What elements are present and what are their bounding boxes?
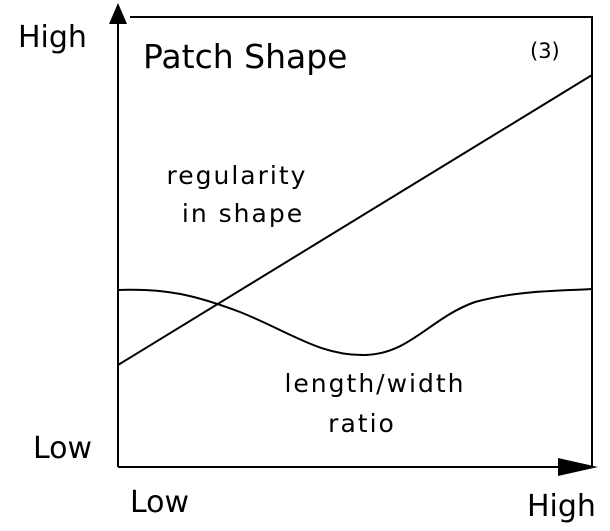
y-low-label: Low [33, 431, 92, 466]
y-high-label: High [18, 20, 87, 55]
curve-label: regularity [167, 161, 308, 190]
panel-label: (3) [530, 39, 560, 63]
regularity-line [117, 74, 593, 366]
length-width-curve [117, 288, 593, 357]
x-arrow [558, 458, 598, 476]
curve-label: length/width [284, 369, 465, 398]
x-high-label: High [527, 489, 596, 524]
curve-label: ratio [328, 409, 396, 438]
x-low-label: Low [130, 485, 189, 520]
curve-label: in shape [182, 199, 304, 228]
title: Patch Shape [143, 37, 347, 76]
frame [130, 16, 593, 467]
y-arrow [109, 3, 127, 24]
